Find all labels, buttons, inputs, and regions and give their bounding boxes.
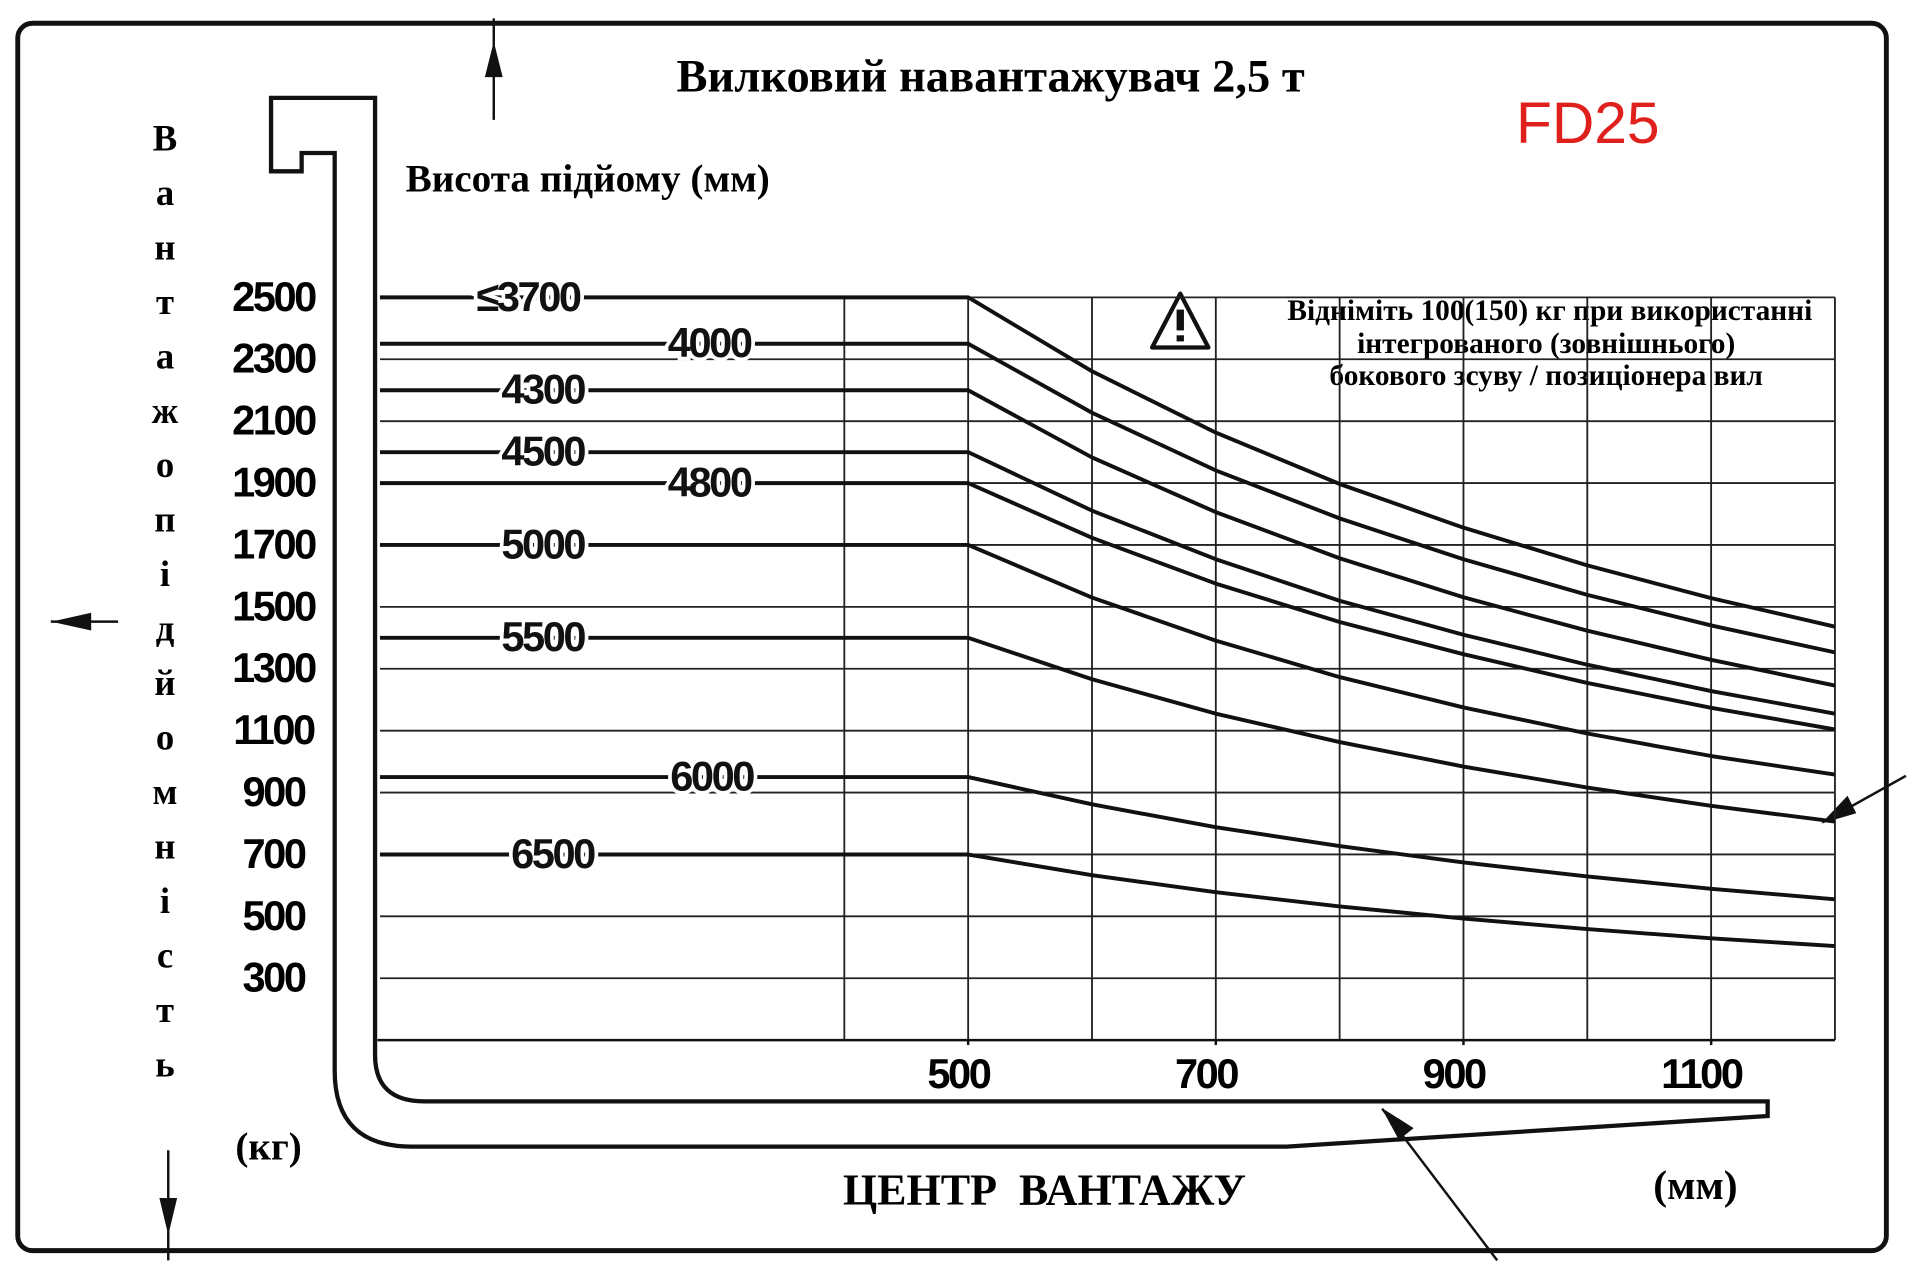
series-label: ≤3700	[476, 273, 580, 320]
y-tick-label: 1500	[232, 582, 316, 629]
series-line	[379, 450, 1836, 716]
y-tick-label: 1700	[232, 520, 316, 567]
series-label: 6500	[511, 830, 595, 877]
y-tick-label: 700	[242, 830, 305, 877]
series-line	[379, 295, 1836, 629]
model-label: FD25	[1516, 91, 1660, 156]
y-tick-label: 300	[242, 954, 305, 1001]
series-label: 6000	[670, 753, 754, 800]
series-line	[379, 341, 1836, 655]
series-label: 5000	[501, 520, 585, 567]
y-tick-label: 1100	[233, 706, 315, 753]
fork-outline	[268, 95, 1770, 1149]
y-tick-label: 900	[242, 768, 305, 815]
plot: ≤3700 4000 4300 4500 4800 5000 5500 6000 6500	[379, 269, 1836, 949]
series-label: 4300	[501, 366, 585, 413]
series-label: 4000	[668, 319, 752, 366]
subtitle: Висота підйому (мм)	[406, 157, 770, 200]
arrows	[50, 18, 1907, 1262]
x-tick-label: 900	[1423, 1050, 1486, 1097]
y-tick-label: 2100	[232, 397, 316, 444]
arrow-head	[1383, 1110, 1414, 1140]
y-tick-label: 500	[242, 892, 305, 939]
y-tick-label: 1900	[232, 458, 316, 505]
note-line: Відніміть 100(150) кг при використанні	[1287, 295, 1812, 327]
arrow-head	[1821, 795, 1857, 824]
frame	[15, 20, 1889, 1254]
x-axis-label: ЦЕНТР ВАНТАЖУ	[843, 1165, 1246, 1214]
x-tick-label: 500	[927, 1050, 990, 1097]
y-tick-label: 2500	[232, 273, 316, 320]
arrow-head	[56, 612, 92, 631]
arrow-head	[159, 1198, 178, 1231]
warning-icon	[1149, 291, 1211, 350]
series-line	[379, 635, 1836, 824]
x-tick-label: 1100	[1661, 1050, 1743, 1097]
series-line	[379, 481, 1836, 732]
series-line	[379, 542, 1836, 777]
series-label: 5500	[501, 613, 585, 660]
note-line: бокового зсуву / позиціонера вил	[1329, 360, 1763, 392]
series-label: 4500	[501, 428, 585, 475]
series-line	[379, 775, 1836, 902]
series-line	[379, 388, 1836, 688]
note-line: інтегрованого (зовнішнього)	[1357, 328, 1735, 360]
warning-dot	[1176, 335, 1184, 342]
y-tick-label: 1300	[232, 644, 316, 691]
chart-title: Вилковий навантажувач 2,5 т	[676, 51, 1304, 102]
x-unit-label: (мм)	[1653, 1162, 1737, 1209]
y-tick-label: 2300	[232, 335, 316, 382]
x-tick-label: 700	[1175, 1050, 1238, 1097]
series-label: 4800	[668, 458, 752, 505]
series-line	[379, 852, 1836, 949]
warning-bar	[1176, 309, 1184, 331]
y-unit-label: (кг)	[235, 1125, 301, 1168]
y-axis-label: Вантажопідйомність	[144, 117, 185, 1097]
arrow-head	[484, 46, 503, 78]
